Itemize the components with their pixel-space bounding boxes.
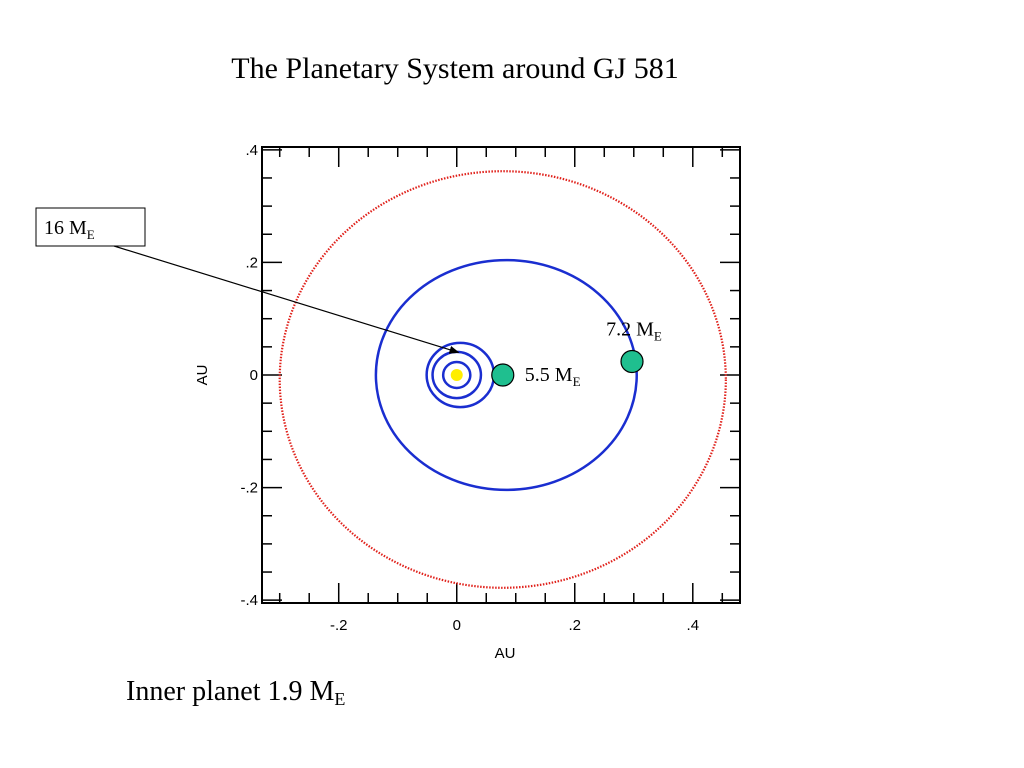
slide-title: The Planetary System around GJ 581 [231,52,679,85]
callout-arrow [113,245,460,354]
x-axis-label: AU [495,645,516,662]
callout-group: 16 ME [35,207,460,354]
planet-mass-label: 7.2 ME [606,318,662,343]
inner-planet-caption-subscript: E [334,689,346,709]
callout-label: 16 ME [44,217,95,242]
orbit-path [374,258,638,492]
y-tick-label: .2 [245,254,258,271]
axis-tick-labels: -.2 0 .2 .4 -.4 -.2 0 .2 .4 [240,142,699,634]
callout-box [35,207,146,247]
x-tick-label: -.2 [330,617,348,634]
planet-mass-label: 5.5 ME [525,364,581,389]
inner-planet-caption-text: Inner planet 1.9 M [126,676,335,707]
planet-marker [491,363,515,387]
orbit-path [441,360,472,390]
planet-marker [620,349,644,374]
orbit-path [278,170,727,589]
y-tick-label: -.4 [240,592,258,609]
planet-labels: 5.5 ME 7.2 ME [525,318,662,389]
x-tick-label: 0 [453,617,461,634]
y-axis-label: AU [194,365,211,386]
inner-planet-caption: Inner planet 1.9 ME [126,676,345,710]
x-tick-label: .2 [569,617,582,634]
y-tick-label: -.2 [240,480,258,497]
star-gj581 [450,369,463,381]
x-tick-label: .4 [687,617,700,634]
y-tick-label: 0 [250,367,258,384]
y-tick-label: .4 [245,142,258,159]
axis-ticks [262,147,740,603]
bodies-group [450,349,644,387]
